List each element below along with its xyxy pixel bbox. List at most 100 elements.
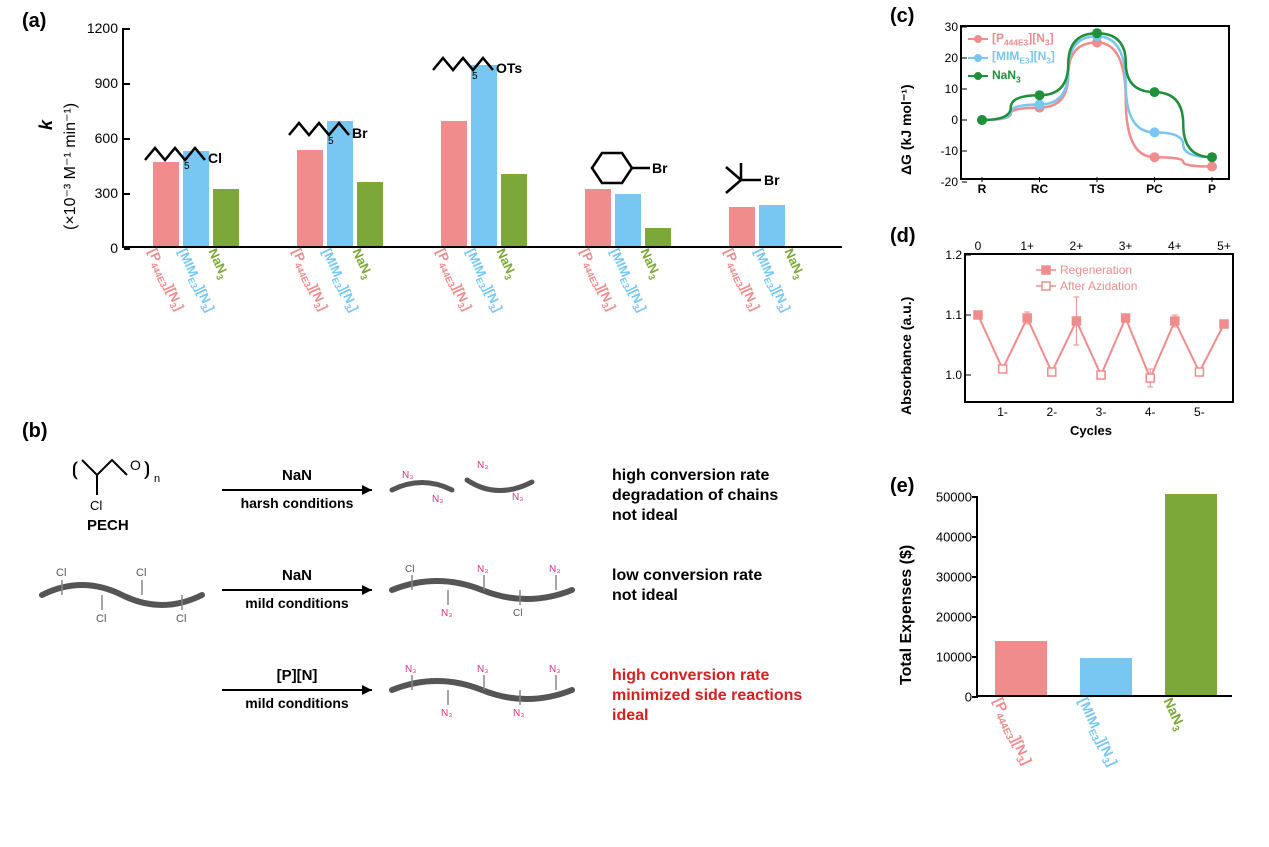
svg-text:[P444E3][N3]: [P444E3][N3] <box>277 667 318 684</box>
svg-text:minimized side reactions: minimized side reactions <box>612 687 802 704</box>
bar-xlabel: NaN3 <box>1157 695 1189 734</box>
bar <box>471 65 497 246</box>
chart-c-axes: [P444E3][N3][MIME3][N3]NaN3 -20-10010203… <box>960 25 1230 180</box>
ytick: -20 <box>941 175 962 189</box>
ytick: 1.2 <box>945 248 966 262</box>
svg-text:N₃: N₃ <box>549 664 560 675</box>
bar <box>1165 494 1217 695</box>
ytick: 300 <box>95 185 124 201</box>
svg-text:⟯: ⟯ <box>144 459 150 480</box>
svg-text:N₃: N₃ <box>402 470 413 481</box>
svg-text:Cl: Cl <box>176 613 186 625</box>
xtick-top: 4+ <box>1168 239 1182 255</box>
ytick: 10 <box>945 82 962 96</box>
bar <box>615 194 641 246</box>
ytick: -10 <box>941 144 962 158</box>
bar <box>297 150 323 246</box>
svg-text:high conversion rate: high conversion rate <box>612 667 769 684</box>
svg-text:NaN3: NaN3 <box>282 467 312 484</box>
bar <box>759 205 785 246</box>
bar-xlabel: NaN3 <box>491 246 520 282</box>
bar <box>357 182 383 246</box>
svg-text:N₃: N₃ <box>477 564 488 575</box>
svg-text:not ideal: not ideal <box>612 507 678 524</box>
xtick-top: 1+ <box>1020 239 1034 255</box>
svg-text:high conversion rate: high conversion rate <box>612 467 769 484</box>
svg-text:degradation of chains: degradation of chains <box>612 487 778 504</box>
panel-a-ylabel-sub: (×10⁻³ M⁻¹ min⁻¹) <box>60 103 80 230</box>
xtick: P <box>1208 178 1216 196</box>
xtick-top: 2+ <box>1070 239 1084 255</box>
svg-text:harsh conditions: harsh conditions <box>241 495 354 511</box>
panel-e-ylabel: Total Expenses ($) <box>898 545 916 685</box>
panel-c: (c) ΔG (kJ mol⁻¹) [P444E3][N3][MIME3][N3… <box>890 5 1260 220</box>
xtick-top: 3+ <box>1119 239 1133 255</box>
legend-item: After Azidation <box>1036 279 1137 293</box>
panel-b-svg: ⟮O⟯nClPECHClClClClNaN3harsh conditionsN₃… <box>22 420 862 820</box>
svg-text:Cl: Cl <box>136 567 146 579</box>
panel-d-legend: Regeneration After Azidation <box>1036 263 1137 295</box>
bar-xlabel: NaN3 <box>203 246 232 282</box>
svg-text:N₃: N₃ <box>477 460 488 471</box>
svg-text:N₃: N₃ <box>405 664 416 675</box>
bar <box>645 228 671 246</box>
svg-text:low conversion rate: low conversion rate <box>612 567 762 584</box>
panel-a-ylabel: k <box>36 120 57 130</box>
chart-d-axes: RegenerationAfter Azidation 1.01.11.21-2… <box>964 253 1234 403</box>
svg-text:Cl: Cl <box>96 613 106 625</box>
ytick: 600 <box>95 130 124 146</box>
panel-a-label: (a) <box>22 10 46 33</box>
xtick-top: 5+ <box>1217 239 1231 255</box>
svg-text:PECH: PECH <box>87 517 129 534</box>
svg-text:NaN3: NaN3 <box>282 567 312 584</box>
bar <box>441 121 467 246</box>
panel-c-legend: [P444E3][N3][MIME3][N3]NaN3 <box>968 31 1055 86</box>
svg-text:⟮: ⟮ <box>72 459 78 480</box>
svg-text:mild conditions: mild conditions <box>245 695 349 711</box>
chart-e-axes: 01000020000300004000050000[P444E3][N3][M… <box>976 497 1232 697</box>
bar <box>729 207 755 246</box>
panel-d-ylabel: Absorbance (a.u.) <box>898 297 914 415</box>
svg-text:Cl: Cl <box>405 564 414 575</box>
bar <box>585 189 611 246</box>
xtick: PC <box>1146 178 1163 196</box>
ytick: 20 <box>945 51 962 65</box>
bar <box>995 641 1047 695</box>
xtick: R <box>978 178 987 196</box>
svg-text:N₃: N₃ <box>432 494 443 505</box>
svg-text:N₃: N₃ <box>441 608 452 619</box>
svg-text:n: n <box>154 473 160 485</box>
chart-a-axes: 03006009001200[P444E3][N3][MIME3][N3]NaN… <box>122 28 842 248</box>
bar <box>327 121 353 246</box>
panel-c-label: (c) <box>890 5 914 28</box>
svg-text:N₃: N₃ <box>441 708 452 719</box>
xtick: RC <box>1031 178 1048 196</box>
svg-text:N₃: N₃ <box>477 664 488 675</box>
panel-c-ylabel: ΔG (kJ mol⁻¹) <box>898 84 915 175</box>
panel-a: (a) k (×10⁻³ M⁻¹ min⁻¹) 03006009001200[P… <box>22 10 862 410</box>
bar-xlabel: [P444E3][N3] <box>987 695 1035 769</box>
ytick: 900 <box>95 75 124 91</box>
panel-d-label: (d) <box>890 225 916 248</box>
xtick: 1- <box>997 401 1008 419</box>
xtick: 2- <box>1046 401 1057 419</box>
xtick: 3- <box>1096 401 1107 419</box>
svg-text:mild conditions: mild conditions <box>245 595 349 611</box>
panel-e-label: (e) <box>890 475 914 498</box>
ytick: 1.0 <box>945 368 966 382</box>
bar-xlabel: NaN3 <box>635 246 664 282</box>
svg-text:N₃: N₃ <box>513 708 524 719</box>
legend-item: Regeneration <box>1036 263 1137 277</box>
ytick: 0 <box>951 113 962 127</box>
ytick: 1.1 <box>945 308 966 322</box>
ytick: 30 <box>945 20 962 34</box>
bar-xlabel: NaN3 <box>779 246 808 282</box>
svg-text:Cl: Cl <box>56 567 66 579</box>
svg-text:Cl: Cl <box>513 608 522 619</box>
ytick: 0 <box>110 240 124 256</box>
bar <box>501 174 527 246</box>
svg-text:ideal: ideal <box>612 707 648 724</box>
ytick: 1200 <box>87 20 124 36</box>
bar <box>183 151 209 246</box>
panel-d-xlabel: Cycles <box>1070 423 1112 438</box>
